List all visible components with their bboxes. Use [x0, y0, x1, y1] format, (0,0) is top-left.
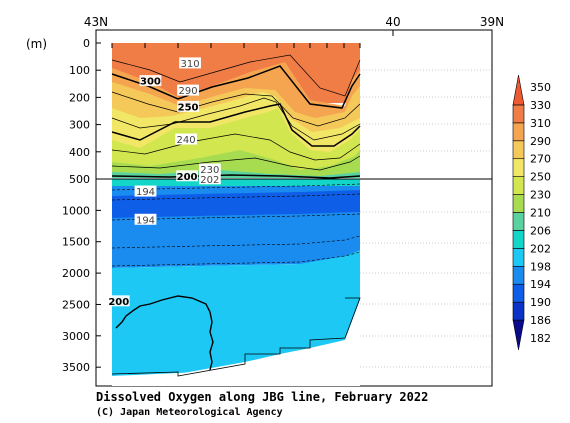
colorbar-segment — [512, 265, 525, 285]
contour-label-box — [139, 75, 162, 87]
depth-tick-label: 2500 — [62, 298, 90, 311]
colorbar-segment — [512, 319, 525, 351]
contour-label: 200 — [108, 297, 129, 308]
lat-tick-label: 43N — [84, 15, 108, 29]
depth-axis: 0 100 200 300 400 500 1000 1500 2000 2500 3000 3500 — [62, 37, 101, 374]
chart-title: Dissolved Oxygen along JBG line, Februar… — [96, 390, 428, 404]
depth-tick-label: 2000 — [62, 267, 90, 280]
depth-tick-label: 300 — [69, 119, 90, 132]
colorbar-segment — [512, 194, 525, 213]
colorbar-label: 186 — [530, 314, 551, 327]
contour-label-box — [134, 213, 157, 225]
lat-tick-label: 40 — [385, 15, 400, 29]
colorbar-label: 206 — [530, 224, 551, 237]
colorbar-segment — [512, 283, 525, 303]
colorbar-segment — [512, 230, 525, 249]
colorbar-label: 202 — [530, 242, 551, 255]
contour-250 — [111, 103, 361, 147]
colorbar-segment — [512, 176, 525, 195]
colorbar-label: 190 — [530, 296, 551, 309]
contour-label: 300 — [140, 77, 161, 88]
depth-tick-label: 3500 — [62, 361, 90, 374]
grid-lower — [360, 211, 492, 368]
latitude-axis: 43N 40 39N — [84, 15, 504, 36]
depth-tick-label: 200 — [69, 91, 90, 104]
contour-label-box — [107, 295, 130, 307]
contour-300 — [111, 65, 361, 109]
lat-tick-label: 39N — [480, 15, 504, 29]
station-marks — [111, 43, 361, 48]
chart-credit: (C) Japan Meteorological Agency — [96, 406, 283, 418]
band-198-202 — [112, 250, 360, 376]
colorbar-segment — [512, 158, 525, 177]
depth-tick-label: 400 — [69, 146, 90, 159]
colorbar-label: 270 — [530, 153, 551, 166]
contour-260 — [111, 97, 361, 141]
depth-tick-label: 3000 — [62, 330, 90, 343]
band-202-206-lower — [112, 179, 360, 187]
contour-label-box — [198, 173, 221, 185]
contour-label: 202 — [200, 175, 219, 186]
colorbar-segment — [512, 104, 525, 124]
contour-280 — [111, 91, 361, 127]
lower-panel — [111, 179, 361, 386]
colorbar-segment — [512, 212, 525, 231]
contour-label: 200 — [177, 172, 198, 183]
band-190-194 — [112, 190, 360, 218]
colorbar-segment — [512, 248, 525, 267]
contour-label-box — [177, 84, 199, 96]
colorbar-segment — [512, 301, 525, 321]
contour-200-upper — [111, 174, 361, 179]
contour-label-box — [175, 133, 197, 145]
colorbar-label: 230 — [530, 189, 551, 202]
contour-label: 250 — [178, 102, 199, 113]
depth-tick-label: 1500 — [62, 236, 90, 249]
colorbar-segment — [512, 122, 525, 142]
contour-240 — [111, 133, 361, 161]
contour-label-box — [198, 163, 221, 175]
colorbar-segment — [512, 74, 525, 106]
contour-220 — [111, 155, 361, 171]
upper-panel — [111, 43, 361, 179]
depth-tick-label: 100 — [69, 64, 90, 77]
bottom-line — [111, 297, 361, 377]
colorbar-label: 310 — [530, 117, 551, 130]
depth-tick-label: 0 — [83, 37, 90, 50]
colorbar-label: 290 — [530, 135, 551, 148]
contour-label: 290 — [179, 86, 198, 97]
contour-label-box — [177, 100, 199, 112]
colorbar-label: 194 — [530, 278, 551, 291]
band-194-198-deep — [112, 212, 360, 268]
contour-200-deep — [115, 295, 214, 371]
band-230-250 — [112, 108, 360, 178]
colorbar-label: 210 — [530, 207, 551, 220]
colorbar-label: 250 — [530, 171, 551, 184]
bottom-topography — [112, 300, 360, 386]
contour-label-box — [134, 185, 157, 197]
colorbar-segment — [512, 140, 525, 160]
contour-label: 194 — [136, 187, 155, 198]
depth-unit-label: (m) — [26, 37, 47, 51]
colorbar-label: 182 — [530, 332, 551, 345]
contour-label: 240 — [177, 135, 196, 146]
contour-label: 194 — [136, 215, 155, 226]
depth-tick-label: 1000 — [62, 204, 90, 217]
colorbar-label: 350 — [530, 81, 551, 94]
band-210-230 — [112, 150, 360, 178]
contour-label: 310 — [181, 59, 200, 70]
colorbar-label: 198 — [530, 260, 551, 273]
contour-label-box — [176, 170, 198, 182]
contour-label: 230 — [200, 165, 219, 176]
contour-320 — [111, 54, 361, 97]
contour-label-box — [179, 57, 201, 69]
grid-upper — [360, 69, 492, 152]
colorbar: 182 186 190 194 198 202 206 210 230 250 270 290 310 3… — [512, 74, 551, 351]
colorbar-label: 330 — [530, 99, 551, 112]
depth-tick-label: 500 — [69, 173, 90, 186]
